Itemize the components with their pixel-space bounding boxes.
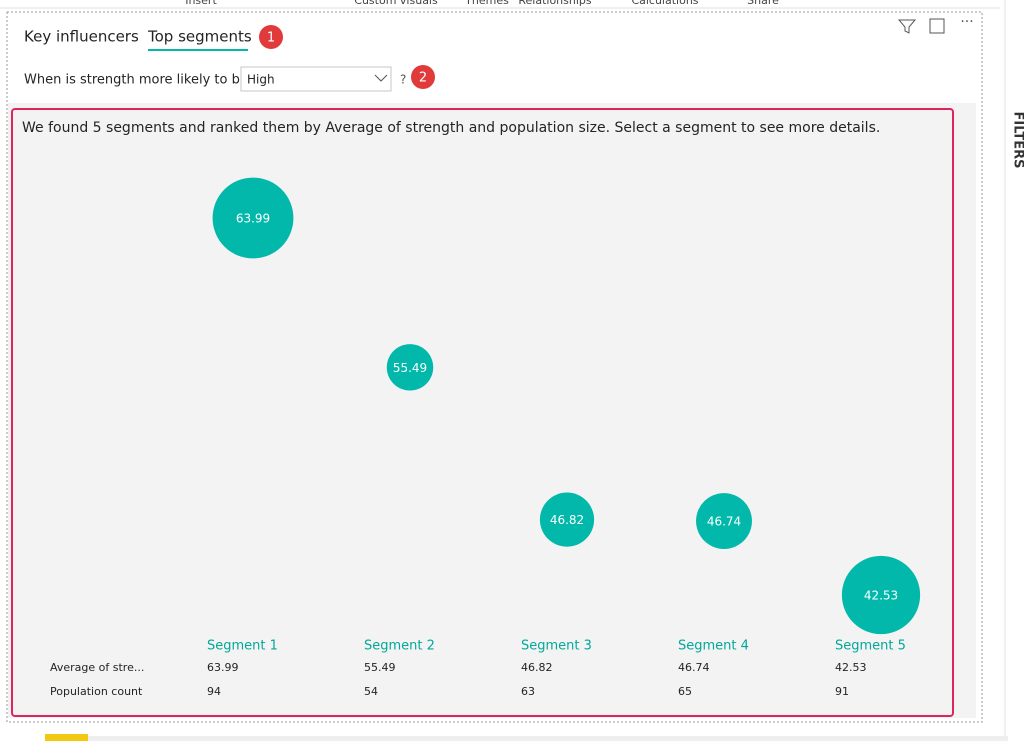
badge-label: 2 [419,71,427,86]
panel-bg [8,103,976,718]
dropdown[interactable] [240,66,392,92]
segment-bubble[interactable] [212,177,294,259]
segment-average: 55.49 [364,661,396,674]
segment-population: 91 [835,685,849,698]
tab-underline [148,49,248,51]
more-icon[interactable]: ··· [960,14,973,30]
focus-icon[interactable] [929,18,945,34]
ribbon-item[interactable]: Share [747,0,779,7]
segment-population: 94 [207,685,221,698]
dropdown-value[interactable]: High [247,73,275,87]
segment-population: 54 [364,685,378,698]
segment-population: 63 [521,685,535,698]
condition-label: When is strength more likely to be [24,73,248,88]
tab[interactable]: Top segments [147,28,252,46]
segment-name[interactable]: Segment 1 [207,639,278,654]
segment-average: 46.74 [678,661,710,674]
ribbon-item[interactable]: Relationships [518,0,592,7]
ribbon-item[interactable]: Calculations [631,0,698,7]
segment-bubble[interactable] [539,492,595,547]
segment-bubble[interactable] [696,493,752,549]
side-pane-title[interactable]: FILTERS [1011,112,1024,169]
segment-name[interactable]: Segment 4 [678,639,749,654]
tab[interactable]: Key influencers [24,28,139,46]
badge-label: 1 [267,31,275,46]
segment-average: 42.53 [835,661,867,674]
segment-name[interactable]: Segment 3 [521,639,592,654]
help[interactable]: ? [400,73,406,87]
bubble-label: 42.53 [864,589,898,603]
bubble-label: 55.49 [393,361,427,375]
segment-average: 63.99 [207,661,239,674]
segment-population: 65 [678,685,692,698]
scrollbar [88,736,1008,741]
ribbon-item[interactable]: Insert [185,0,217,7]
bubble-label: 63.99 [236,212,270,226]
ribbon [0,0,1024,8]
segment-bubble[interactable] [841,555,921,635]
row-label: Average of stre... [50,661,144,674]
segment-bubble[interactable] [386,344,434,391]
filter-icon[interactable] [897,19,917,34]
bubble-label: 46.74 [707,515,741,529]
bubble-label: 46.82 [550,513,584,527]
row-label: Population count [50,685,143,698]
badge [411,65,435,89]
badge [259,25,283,49]
segment-average: 46.82 [521,661,553,674]
ribbon-item[interactable]: Themes [464,0,509,7]
segment-name[interactable]: Segment 5 [835,639,906,654]
description: We found 5 segments and ranked them by A… [22,120,880,136]
segment-name[interactable]: Segment 2 [364,639,435,654]
page-tab[interactable] [45,734,88,741]
highlight-box [11,108,954,717]
dropdown-arrow [374,74,388,82]
ribbon-item[interactable]: Custom visuals [354,0,438,7]
